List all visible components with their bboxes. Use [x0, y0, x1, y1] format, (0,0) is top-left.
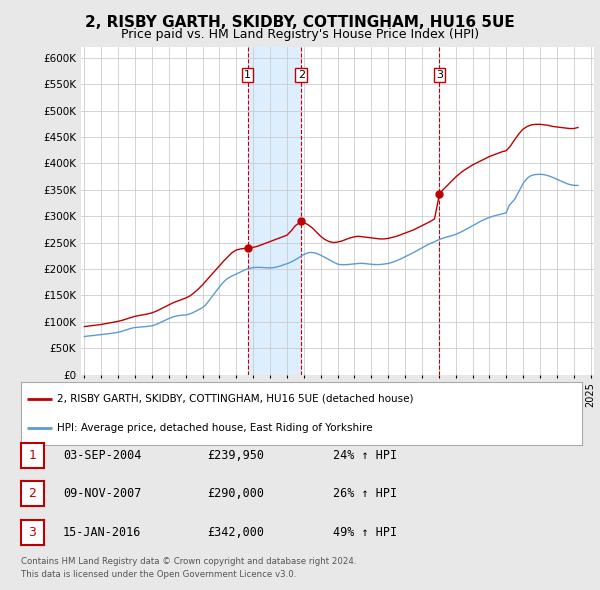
Text: £290,000: £290,000	[207, 487, 264, 500]
Text: 1: 1	[28, 449, 37, 462]
Text: 3: 3	[436, 70, 443, 80]
Text: 2: 2	[298, 70, 305, 80]
Text: 15-JAN-2016: 15-JAN-2016	[63, 526, 142, 539]
Text: 3: 3	[28, 526, 37, 539]
Text: This data is licensed under the Open Government Licence v3.0.: This data is licensed under the Open Gov…	[21, 571, 296, 579]
Bar	[248, 47, 301, 375]
Text: 03-SEP-2004: 03-SEP-2004	[63, 449, 142, 462]
Text: 1: 1	[244, 70, 251, 80]
Text: 2, RISBY GARTH, SKIDBY, COTTINGHAM, HU16 5UE (detached house): 2, RISBY GARTH, SKIDBY, COTTINGHAM, HU16…	[58, 394, 414, 404]
Text: HPI: Average price, detached house, East Riding of Yorkshire: HPI: Average price, detached house, East…	[58, 423, 373, 433]
Text: Price paid vs. HM Land Registry's House Price Index (HPI): Price paid vs. HM Land Registry's House …	[121, 28, 479, 41]
Text: 2, RISBY GARTH, SKIDBY, COTTINGHAM, HU16 5UE: 2, RISBY GARTH, SKIDBY, COTTINGHAM, HU16…	[85, 15, 515, 30]
Text: 26% ↑ HPI: 26% ↑ HPI	[333, 487, 397, 500]
Text: 09-NOV-2007: 09-NOV-2007	[63, 487, 142, 500]
Text: 24% ↑ HPI: 24% ↑ HPI	[333, 449, 397, 462]
Text: 2: 2	[28, 487, 37, 500]
Text: 49% ↑ HPI: 49% ↑ HPI	[333, 526, 397, 539]
Text: £239,950: £239,950	[207, 449, 264, 462]
Text: Contains HM Land Registry data © Crown copyright and database right 2024.: Contains HM Land Registry data © Crown c…	[21, 558, 356, 566]
Text: £342,000: £342,000	[207, 526, 264, 539]
